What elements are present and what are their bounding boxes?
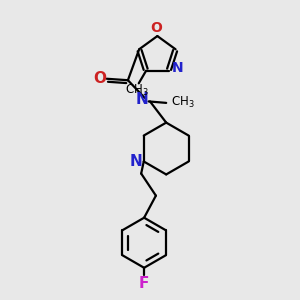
- Text: O: O: [150, 21, 162, 35]
- Text: CH$_3$: CH$_3$: [125, 83, 149, 98]
- Text: N: N: [129, 154, 142, 169]
- Text: N: N: [172, 61, 183, 75]
- Text: N: N: [135, 92, 148, 107]
- Text: CH$_3$: CH$_3$: [172, 95, 195, 110]
- Text: O: O: [94, 71, 107, 86]
- Text: F: F: [139, 276, 149, 291]
